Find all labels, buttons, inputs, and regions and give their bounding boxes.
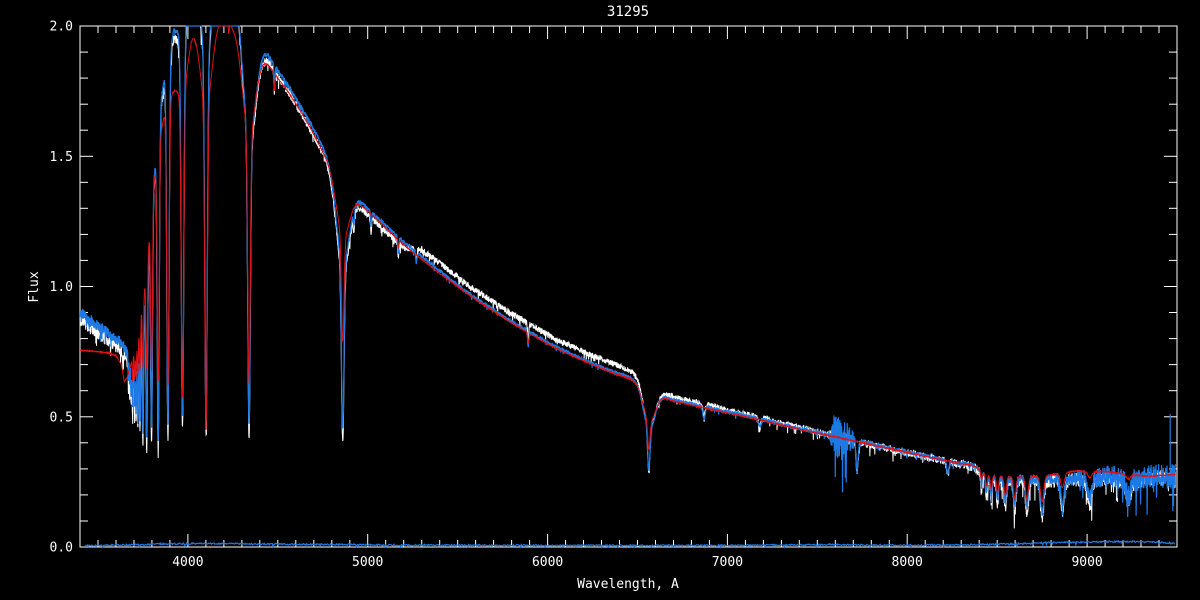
y-tick-label: 0.0: [50, 541, 73, 556]
y-axis-label: Flux: [27, 271, 42, 302]
series-error-spectrum: [85, 539, 1176, 549]
x-tick-label: 7000: [712, 555, 743, 570]
x-tick-label: 9000: [1071, 555, 1102, 570]
x-axis-label: Wavelength, A: [577, 577, 679, 592]
tick-labels: 4000 5000 6000 7000 8000 9000 0.0 0.5 1.0 1.5 2.0: [50, 20, 1103, 571]
series-model-red: [79, 25, 1176, 503]
y-tick-label: 0.5: [50, 410, 73, 425]
x-tick-label: 5000: [352, 555, 383, 570]
spectra: [79, 25, 1176, 549]
y-tick-label: 1.0: [50, 280, 73, 295]
y-tick-label: 2.0: [50, 20, 73, 35]
x-tick-label: 8000: [892, 555, 923, 570]
chart-title: 31295: [607, 4, 649, 20]
x-tick-label: 4000: [172, 555, 203, 570]
x-tick-label: 6000: [532, 555, 563, 570]
y-tick-label: 1.5: [50, 150, 73, 165]
